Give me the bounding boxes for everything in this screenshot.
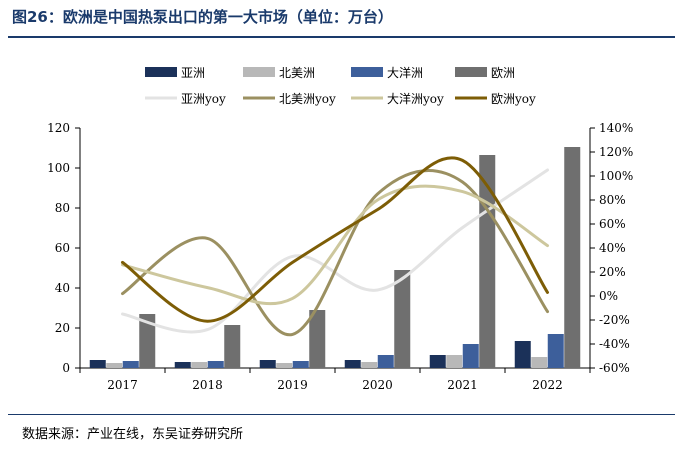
y-tick-label-left: 40 [55, 281, 70, 295]
line-欧洲yoy [121, 156, 549, 323]
bar-北美洲-2020 [361, 362, 378, 368]
legend-swatch-欧洲 [455, 67, 487, 77]
x-tick-label: 2022 [532, 378, 563, 392]
x-tick-label: 2018 [192, 378, 223, 392]
legend-label-亚洲yoy: 亚洲yoy [181, 92, 226, 106]
bar-大洋洲-2021 [462, 344, 479, 368]
y-tick-label-right: 60% [599, 217, 626, 231]
title-divider [8, 36, 675, 38]
bar-北美洲-2021 [446, 355, 463, 368]
y-tick-label-right: 0% [599, 289, 618, 303]
bar-亚洲-2017 [89, 360, 106, 368]
legend-label-亚洲: 亚洲 [181, 66, 205, 80]
x-tick-label: 2019 [277, 378, 308, 392]
legend-label-欧洲: 欧洲 [491, 66, 515, 80]
x-tick-label: 2017 [107, 378, 138, 392]
line-series [121, 156, 549, 336]
y-tick-label-right: -60% [599, 361, 630, 375]
bar-欧洲-2018 [224, 325, 241, 368]
bar-欧洲-2019 [309, 310, 326, 368]
bar-亚洲-2019 [259, 360, 276, 368]
legend-label-欧洲yoy: 欧洲yoy [491, 92, 536, 106]
bar-欧洲-2020 [394, 270, 411, 368]
line-大洋洲yoy [121, 184, 549, 306]
y-tick-label-right: -40% [599, 337, 630, 351]
bar-大洋洲-2019 [292, 361, 309, 368]
y-tick-label-left: 20 [55, 321, 70, 335]
y-tick-label-left: 100 [47, 161, 70, 175]
legend-swatch-大洋洲 [351, 67, 383, 77]
y-tick-label-left: 120 [47, 121, 70, 135]
y-tick-label-right: 40% [599, 241, 626, 255]
bar-北美洲-2019 [276, 363, 293, 368]
y-tick-label-right: 140% [599, 121, 633, 135]
legend-label-北美洲yoy: 北美洲yoy [279, 92, 336, 106]
bar-亚洲-2018 [174, 362, 191, 368]
x-tick-label: 2020 [362, 378, 393, 392]
legend-label-北美洲: 北美洲 [279, 66, 315, 80]
y-tick-label-right: 100% [599, 169, 633, 183]
legend-label-大洋洲yoy: 大洋洲yoy [387, 91, 444, 106]
y-tick-label-right: -20% [599, 313, 630, 327]
x-tick-label: 2021 [447, 378, 478, 392]
bar-大洋洲-2020 [377, 355, 394, 368]
figure-title: 图26：欧洲是中国热泵出口的第一大市场（单位：万台） [12, 8, 393, 26]
legend-label-大洋洲: 大洋洲 [387, 65, 423, 80]
bar-亚洲-2020 [344, 360, 361, 368]
legend-swatch-北美洲 [243, 67, 275, 77]
legend-swatch-亚洲 [145, 67, 177, 77]
bar-北美洲-2018 [191, 362, 208, 368]
bar-大洋洲-2018 [207, 361, 224, 368]
bar-大洋洲-2022 [547, 334, 564, 368]
source-note: 数据来源：产业在线，东吴证券研究所 [22, 427, 244, 442]
bar-欧洲-2017 [139, 314, 156, 368]
chart-axes: 0 20 40 60 80 100 120 -60% -40% -20% 0% 20% 40% 60% 80… [47, 121, 633, 392]
y-tick-label-left: 80 [55, 201, 70, 215]
bar-北美洲-2017 [106, 363, 123, 368]
y-tick-label-left: 0 [62, 361, 70, 375]
source-divider [8, 414, 675, 415]
bar-北美洲-2022 [531, 357, 548, 368]
bar-亚洲-2021 [429, 355, 446, 368]
y-tick-label-right: 20% [599, 265, 626, 279]
bar-欧洲-2022 [564, 147, 581, 368]
bar-亚洲-2022 [514, 341, 531, 368]
y-tick-label-left: 60 [55, 241, 70, 255]
bar-大洋洲-2017 [122, 361, 139, 368]
bar-series [89, 147, 581, 368]
y-tick-label-right: 120% [599, 145, 633, 159]
y-tick-label-right: 80% [599, 193, 626, 207]
